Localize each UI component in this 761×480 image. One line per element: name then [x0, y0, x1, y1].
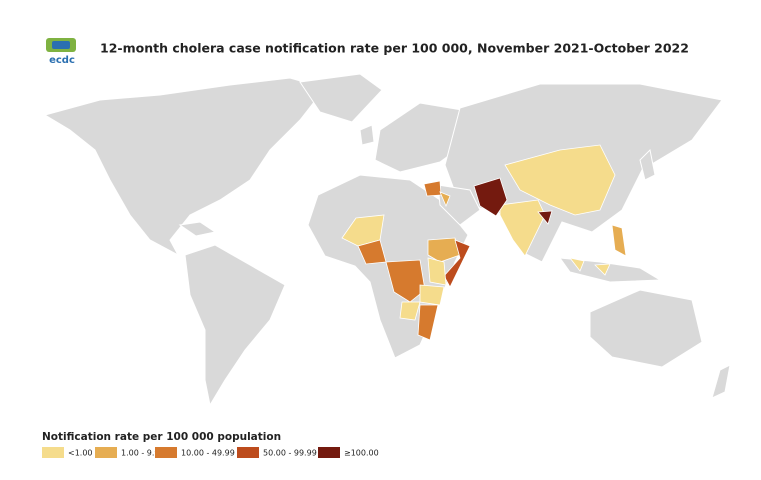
- land: [184, 244, 286, 407]
- legend-swatch: [318, 447, 340, 458]
- legend-label: 50.00 - 99.99: [263, 449, 317, 458]
- logo-text: ecdc: [49, 55, 75, 66]
- legend: <1.00 1.00 - 9.99 10.00 - 49.99 50.00 - 99.…: [42, 447, 379, 458]
- land: [178, 221, 217, 237]
- land: [43, 77, 326, 257]
- legend-swatch: [155, 447, 177, 458]
- region: [443, 239, 471, 288]
- region: [419, 284, 445, 306]
- legend-swatch: [237, 447, 259, 458]
- land: [558, 257, 662, 283]
- logo-icon: [52, 41, 70, 49]
- land: [639, 148, 656, 181]
- legend-swatch: [95, 447, 117, 458]
- land: [711, 364, 731, 399]
- legend-label: <1.00: [68, 449, 93, 458]
- legend-label: 10.00 - 49.99: [181, 449, 235, 458]
- region: [427, 257, 447, 286]
- logo: ecdc: [46, 38, 76, 66]
- region: [473, 177, 508, 217]
- region: [499, 199, 546, 257]
- region: [417, 304, 439, 341]
- region: [399, 301, 421, 321]
- region: [594, 263, 611, 276]
- land: [299, 73, 383, 123]
- region: [504, 144, 616, 216]
- region: [385, 259, 426, 303]
- region: [439, 191, 451, 208]
- map-title: 12-month cholera case notification rate …: [100, 41, 689, 56]
- region: [537, 210, 553, 225]
- region: [423, 180, 442, 197]
- land: [589, 289, 703, 368]
- region: [569, 257, 585, 272]
- land: [359, 124, 375, 146]
- legend-swatch: [42, 447, 64, 458]
- region: [611, 224, 627, 257]
- legend-title: Notification rate per 100 000 population: [42, 431, 281, 443]
- legend-label: ≥100.00: [344, 449, 379, 458]
- map: [43, 73, 731, 407]
- region: [341, 214, 385, 247]
- region: [427, 237, 461, 263]
- legend-label: 1.00 - 9.99: [121, 449, 165, 458]
